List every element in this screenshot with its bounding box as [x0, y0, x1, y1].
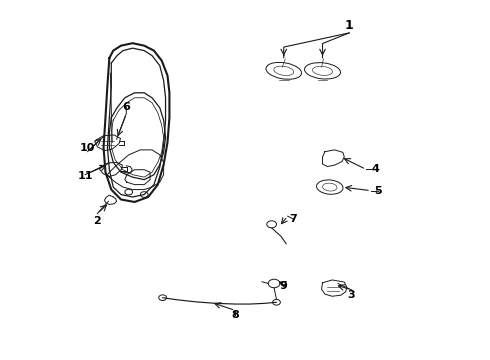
Text: 3: 3 — [348, 290, 355, 300]
Text: 6: 6 — [122, 102, 130, 112]
Text: 2: 2 — [94, 216, 101, 226]
Text: 7: 7 — [290, 214, 297, 224]
Text: 9: 9 — [280, 281, 288, 291]
Text: 1: 1 — [345, 19, 353, 32]
Text: 10: 10 — [80, 143, 95, 153]
Text: 11: 11 — [77, 171, 93, 181]
Text: 5: 5 — [374, 186, 382, 195]
Text: 8: 8 — [231, 310, 239, 320]
Text: 4: 4 — [372, 165, 380, 174]
